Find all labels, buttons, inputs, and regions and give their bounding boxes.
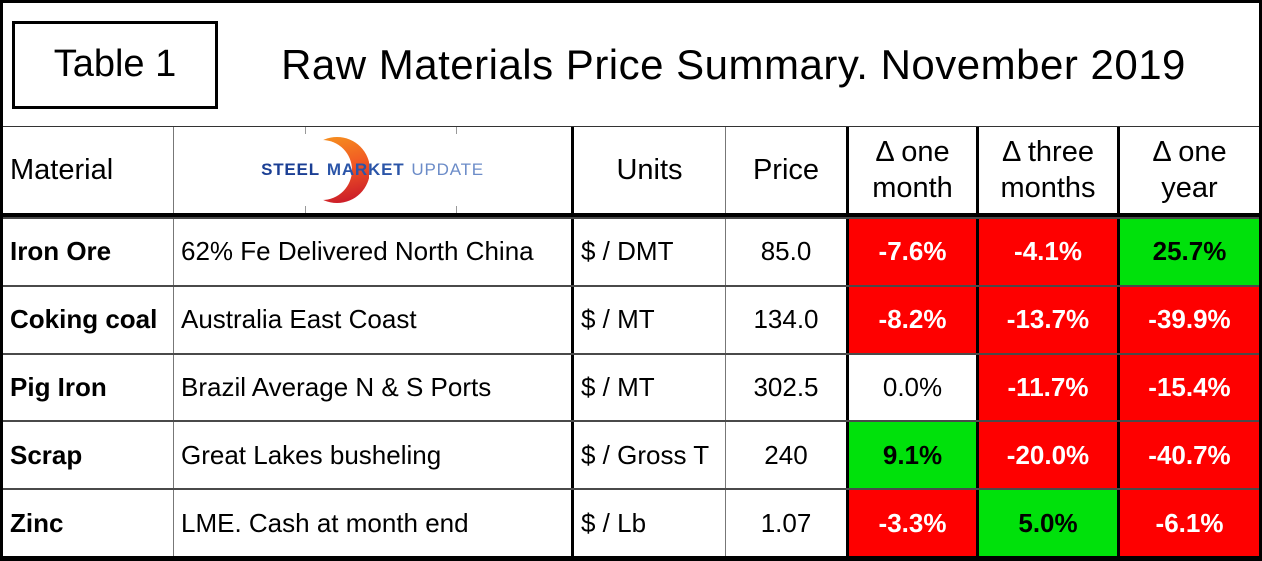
- steel-market-update-crescent-icon: [315, 137, 369, 203]
- logo-word-market: MARKET: [326, 160, 405, 179]
- cell-divider-tick: [305, 127, 306, 134]
- table-header-row: Material: [3, 127, 1259, 217]
- header-delta-one-month: Δ one month: [849, 127, 979, 213]
- material-cell: Zinc: [3, 490, 174, 556]
- table-row: Scrap Great Lakes busheling $ / Gross T …: [3, 420, 1259, 489]
- delta-one-year-cell: -40.7%: [1120, 422, 1259, 489]
- units-cell: $ / MT: [574, 354, 726, 421]
- price-summary-table: Material: [3, 127, 1259, 556]
- material-cell: Iron Ore: [3, 219, 174, 285]
- units-cell: $ / Gross T: [574, 422, 726, 489]
- description-cell: Australia East Coast: [174, 286, 574, 353]
- delta-one-year-cell: -39.9%: [1120, 286, 1259, 353]
- delta-one-month-cell: 9.1%: [849, 422, 979, 489]
- table-number-box: Table 1: [12, 20, 218, 109]
- delta-one-month-cell: 0.0%: [849, 354, 979, 421]
- delta-three-months-cell: -20.0%: [979, 422, 1120, 489]
- delta-three-months-cell: 5.0%: [979, 490, 1120, 556]
- header-delta-line: Δ one: [875, 135, 950, 168]
- price-cell: 302.5: [726, 354, 849, 421]
- header-delta-line: month: [872, 172, 953, 204]
- cell-divider-tick: [305, 206, 306, 213]
- delta-three-months-cell: -13.7%: [979, 286, 1120, 353]
- material-cell: Coking coal: [3, 286, 174, 353]
- delta-one-year-cell: 25.7%: [1120, 219, 1259, 285]
- units-cell: $ / Lb: [574, 490, 726, 556]
- table-row: Zinc LME. Cash at month end $ / Lb 1.07 …: [3, 488, 1259, 556]
- units-cell: $ / DMT: [574, 219, 726, 285]
- header-price: Price: [726, 127, 849, 213]
- units-cell: $ / MT: [574, 286, 726, 353]
- table-row: Pig Iron Brazil Average N & S Ports $ / …: [3, 352, 1259, 421]
- material-cell: Pig Iron: [3, 354, 174, 421]
- material-cell: Scrap: [3, 422, 174, 489]
- description-cell: 62% Fe Delivered North China: [174, 219, 574, 285]
- header-material: Material: [3, 127, 174, 213]
- delta-one-year-cell: -6.1%: [1120, 490, 1259, 556]
- price-cell: 85.0: [726, 219, 849, 285]
- header-delta-line: months: [1000, 172, 1096, 204]
- table-number-label: Table 1: [53, 43, 177, 85]
- header-delta-line: Δ three: [1002, 135, 1094, 168]
- delta-one-year-cell: -15.4%: [1120, 354, 1259, 421]
- delta-one-month-cell: -3.3%: [849, 490, 979, 556]
- price-cell: 1.07: [726, 490, 849, 556]
- header-units: Units: [574, 127, 726, 213]
- delta-three-months-cell: -4.1%: [979, 219, 1120, 285]
- title-band: Table 1 Raw Materials Price Summary. Nov…: [3, 3, 1259, 127]
- cell-divider-tick: [455, 127, 457, 134]
- delta-one-month-cell: -7.6%: [849, 219, 979, 285]
- description-cell: Brazil Average N & S Ports: [174, 354, 574, 421]
- price-cell: 240: [726, 422, 849, 489]
- header-delta-one-year: Δ one year: [1120, 127, 1259, 213]
- price-cell: 134.0: [726, 286, 849, 353]
- cell-divider-tick: [455, 206, 457, 213]
- description-cell: LME. Cash at month end: [174, 490, 574, 556]
- header-delta-three-months: Δ three months: [979, 127, 1120, 213]
- description-cell: Great Lakes busheling: [174, 422, 574, 489]
- header-logo-cell: STEEL MARKET UPDATE: [174, 127, 574, 213]
- steel-market-update-logo: STEEL MARKET UPDATE: [261, 160, 484, 180]
- delta-three-months-cell: -11.7%: [979, 354, 1120, 421]
- page-title: Raw Materials Price Summary. November 20…: [281, 40, 1186, 88]
- logo-word-update: UPDATE: [411, 160, 484, 179]
- table-row: Coking coal Australia East Coast $ / MT …: [3, 284, 1259, 353]
- logo-word-steel: STEEL: [261, 160, 320, 179]
- header-delta-line: Δ one: [1152, 135, 1227, 168]
- table-row: Iron Ore 62% Fe Delivered North China $ …: [3, 217, 1259, 285]
- header-delta-line: year: [1161, 172, 1218, 204]
- delta-one-month-cell: -8.2%: [849, 286, 979, 353]
